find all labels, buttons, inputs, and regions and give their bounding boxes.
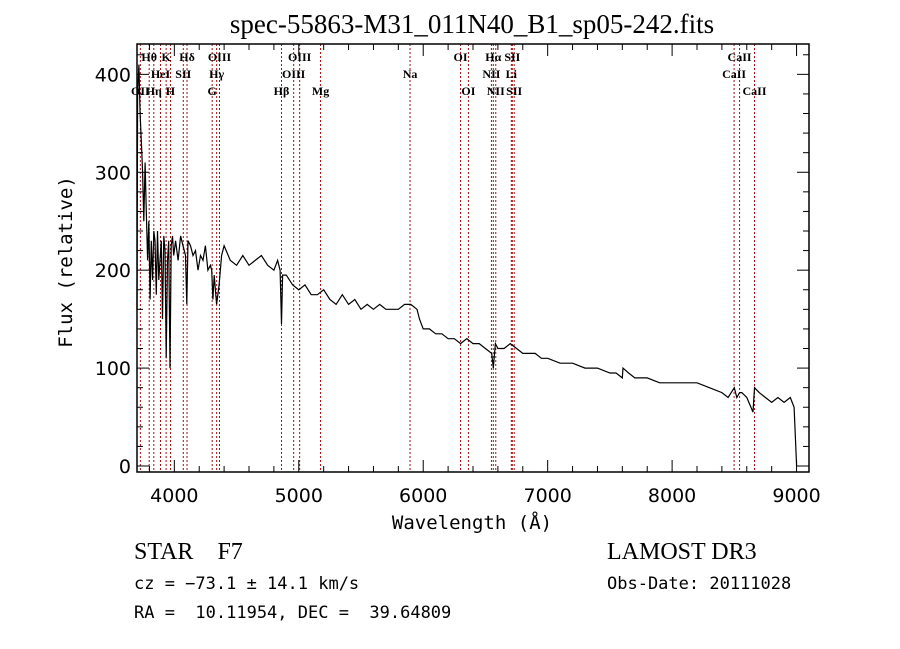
y-tick-label: 100 [95,358,131,380]
y-axis-label: Flux (relative) [55,176,77,348]
redshift-info: cz = −73.1 ± 14.1 km/s [134,574,360,594]
obs-date: Obs-Date: 20111028 [607,574,792,594]
line-marker-label: Hθ [141,50,157,64]
line-marker-label: NII [482,67,500,81]
x-axis-label: Wavelength (Å) [392,511,552,534]
x-tick-label: 6000 [399,485,447,507]
coordinates-info: RA = 10.11954, DEC = 39.64809 [134,603,452,623]
line-marker-label: OI [454,50,468,64]
y-axis: 0 100 200 300 400 [95,54,809,478]
line-marker-labels: OII Hθ Hη HeI K H SII Hδ G Hγ OIII Hβ OIII OIII Mg Na OI… [131,50,767,98]
line-marker-label: HeI [151,67,171,81]
line-marker-label: Hγ [209,67,224,81]
x-tick-label: 7000 [523,485,571,507]
line-marker-label: NII [487,84,505,98]
line-marker-label: OIII [288,50,312,64]
line-marker-label: OI [461,84,475,98]
line-marker-label: Hδ [179,50,195,64]
line-marker-label: CaII [728,50,752,64]
chart-title: spec-55863-M31_011N40_B1_sp05-242.fits [230,9,714,39]
line-marker-label: Hβ [274,84,290,98]
x-tick-label: 8000 [648,485,696,507]
line-marker-label: Hα [485,50,501,64]
spectrum-line [136,64,798,467]
x-axis: 4000 5000 6000 7000 8000 9000 [148,44,821,507]
x-tick-label: 4000 [150,485,198,507]
line-markers [139,44,755,472]
line-marker-label: OII [131,84,150,98]
x-tick-label: 9000 [772,485,820,507]
line-marker-label: CaII [722,67,746,81]
survey-label: LAMOST DR3 [607,539,757,565]
line-marker-label: SII [506,84,522,98]
line-marker-label: OIII [208,50,232,64]
line-marker-label: Li [506,67,518,81]
line-marker-label: CaII [742,84,766,98]
line-marker-label: OIII [282,67,306,81]
line-marker-label: G [207,84,216,98]
subclass-label: F7 [217,539,243,565]
x-tick-label: 5000 [275,485,323,507]
line-marker-label: K [161,50,171,64]
line-marker-label: Na [403,67,418,81]
line-marker-label: SII [504,50,520,64]
object-class: STAR F7 [134,539,243,566]
line-marker-label: Hη [146,84,162,98]
class-label: STAR [134,539,194,565]
line-marker-label: SII [175,67,191,81]
y-tick-label: 400 [95,64,131,86]
y-tick-label: 200 [95,260,131,282]
line-marker-label: H [166,84,176,98]
plot-frame [136,43,810,473]
line-marker-label: Mg [312,84,329,98]
y-tick-label: 300 [95,162,131,184]
y-tick-label: 0 [119,456,131,478]
